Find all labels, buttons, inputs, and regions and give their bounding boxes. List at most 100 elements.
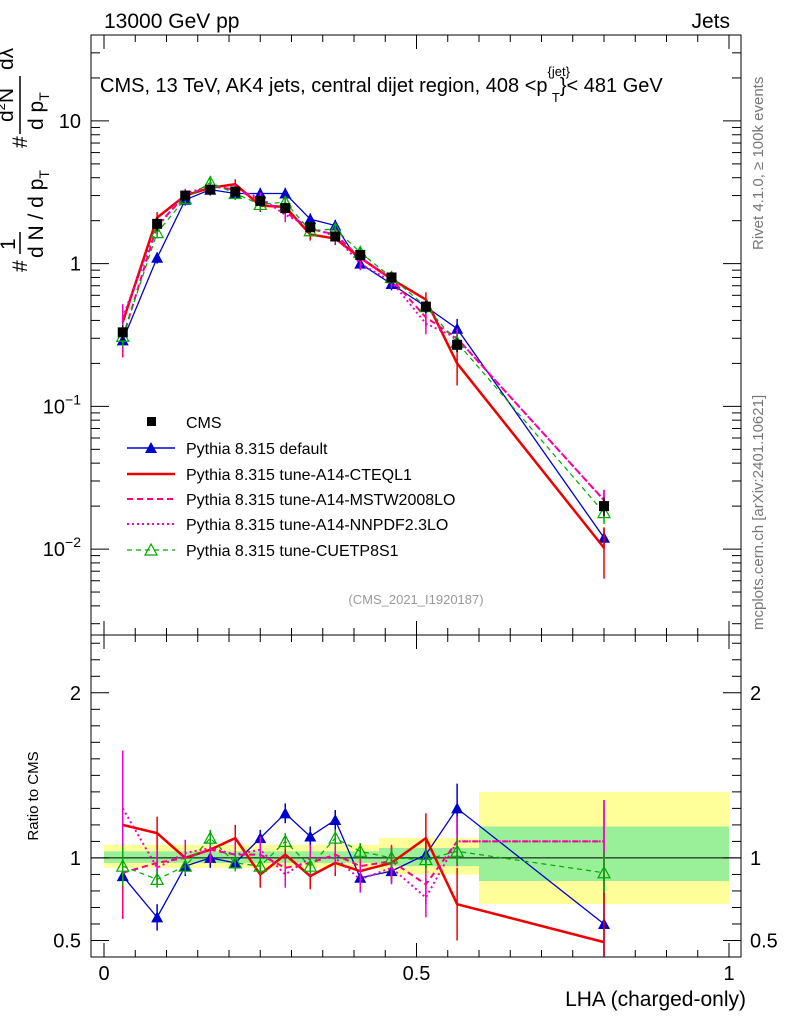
ratio-line-green [122, 837, 605, 881]
y-tick-label-0: 10 [59, 111, 81, 133]
ratio-series [115, 750, 612, 957]
ratio-point [328, 830, 343, 844]
ratio-point [451, 802, 464, 814]
legend-label-nnpdf: Pythia 8.315 tune-A14-NNPDF2.3LO [186, 517, 448, 534]
ratio-point [151, 911, 164, 923]
legend-label-cteql1: Pythia 8.315 tune-A14-CTEQL1 [186, 467, 412, 484]
main-point [330, 231, 341, 242]
chart-title-suffix: }< 481 GeV [560, 75, 664, 97]
main-point [451, 322, 464, 334]
legend-label-cms: CMS [186, 415, 222, 432]
ylabel-hash-1: # [9, 260, 32, 272]
x-tick-label-1: 0.5 [403, 963, 431, 985]
chart-title: CMS, 13 TeV, AK4 jets, central dijet reg… [100, 64, 663, 105]
y-axis-label: # 1 d N / d pT # d pT d2N dλ [0, 47, 52, 272]
ratio-point [228, 855, 243, 869]
main-point [596, 505, 612, 519]
ratio-point [178, 858, 193, 872]
main-point [304, 213, 317, 225]
ratio-point [596, 865, 612, 879]
main-line-magdot [121, 184, 605, 501]
ylabel-dndpt-sub: T [36, 170, 52, 179]
legend-marker-cms [147, 417, 156, 426]
ratio-bands [91, 791, 741, 905]
ratio-point [450, 844, 465, 857]
main-point [255, 195, 266, 206]
y-tick-label-exp: −2 [65, 534, 81, 550]
main-point [205, 184, 216, 195]
ratio-point [279, 807, 292, 819]
ratio-y-label: Ratio to CMS [25, 751, 42, 840]
ratio-y-tick-label-right-1: 1 [750, 848, 761, 870]
ratio-point [278, 834, 293, 848]
legend-label-cuetp8s1: Pythia 8.315 tune-CUETP8S1 [186, 543, 399, 560]
ratio-ticks: 0.5 0.5 1 1 2 2 0 0.5 1 [53, 635, 778, 985]
legend-label-default: Pythia 8.315 default [186, 441, 328, 458]
main-point [355, 249, 366, 260]
y-tick-label-base: 10 [43, 539, 65, 561]
main-series-data [117, 184, 609, 517]
main-series-magdot [121, 180, 605, 513]
ylabel-N: N [0, 88, 18, 103]
main-point [180, 190, 191, 201]
y-tick-label-3: 10−2 [43, 534, 81, 561]
y-tick-label-exp: −1 [65, 391, 81, 407]
main-point [305, 222, 316, 233]
ylabel-hash-2: # [9, 136, 32, 148]
main-point [152, 218, 163, 229]
main-line-green [122, 181, 605, 514]
ratio-point [418, 852, 433, 866]
legend-label-mstw: Pythia 8.315 tune-A14-MSTW2008LO [186, 492, 455, 509]
legend: CMS Pythia 8.315 default Pythia 8.315 tu… [127, 415, 455, 560]
y-axis-label-text: # [9, 260, 32, 272]
ratio-point [384, 850, 399, 864]
ratio-point [304, 830, 317, 842]
ratio-point [353, 844, 368, 857]
y-tick-label-2: 10−1 [43, 391, 81, 418]
ratio-y-tick-label-right-2: 2 [750, 683, 761, 705]
ratio-y-tick-label-left-2: 2 [70, 683, 81, 705]
ylabel-exp2: 2 [0, 103, 8, 110]
ylabel-dpt: d pT [25, 92, 52, 130]
y-tick-label-1: 1 [70, 254, 81, 276]
main-point [151, 251, 164, 263]
y-tick-label-base: 10 [43, 396, 65, 418]
ratio-y-tick-label-right-0: 0.5 [750, 930, 778, 952]
ratio-series-green [115, 829, 612, 893]
ylabel-dlambda: dλ [0, 47, 18, 70]
main-point [279, 187, 292, 199]
ratio-point [150, 872, 165, 885]
ylabel-dndpt-text: d N / d p [25, 179, 48, 258]
legend-marker-cuetp8s1 [143, 542, 159, 556]
rivet-label: Rivet 4.1.0, ≥ 100k events [750, 77, 767, 250]
ylabel-d2n: d2N [0, 88, 18, 122]
main-point [150, 225, 165, 239]
legend-marker-default [145, 442, 157, 453]
header-right: Jets [691, 10, 730, 33]
ratio-y-tick-label-left-1: 1 [70, 848, 81, 870]
x-tick-label-2: 1 [723, 963, 734, 985]
x-axis-label: LHA (charged-only) [565, 988, 746, 1011]
main-point [230, 186, 241, 197]
mcplots-label: mcplots.cern.ch [arXiv:2401.10621] [750, 395, 767, 630]
ratio-point [115, 858, 130, 872]
ratio-point [253, 858, 268, 872]
ratio-line-blue [122, 807, 605, 925]
header-left: 13000 GeV pp [104, 10, 239, 33]
main-point [117, 327, 128, 338]
ylabel-dpt-text: d p [25, 101, 48, 130]
ylabel-dndpt: d N / d pT [25, 170, 52, 258]
main-series [115, 175, 612, 579]
chart-title-sub: T [552, 90, 560, 105]
main-point [386, 272, 397, 283]
x-tick-label-0: 0 [98, 963, 109, 985]
main-line-blue [122, 188, 605, 539]
main-point [420, 301, 431, 312]
analysis-watermark: (CMS_2021_I1920187) [348, 592, 483, 607]
ratio-line-magdash [122, 840, 604, 886]
chart-title-sup: {jet} [548, 64, 571, 79]
chart-title-prefix: CMS, 13 TeV, AK4 jets, central dijet reg… [100, 75, 548, 97]
